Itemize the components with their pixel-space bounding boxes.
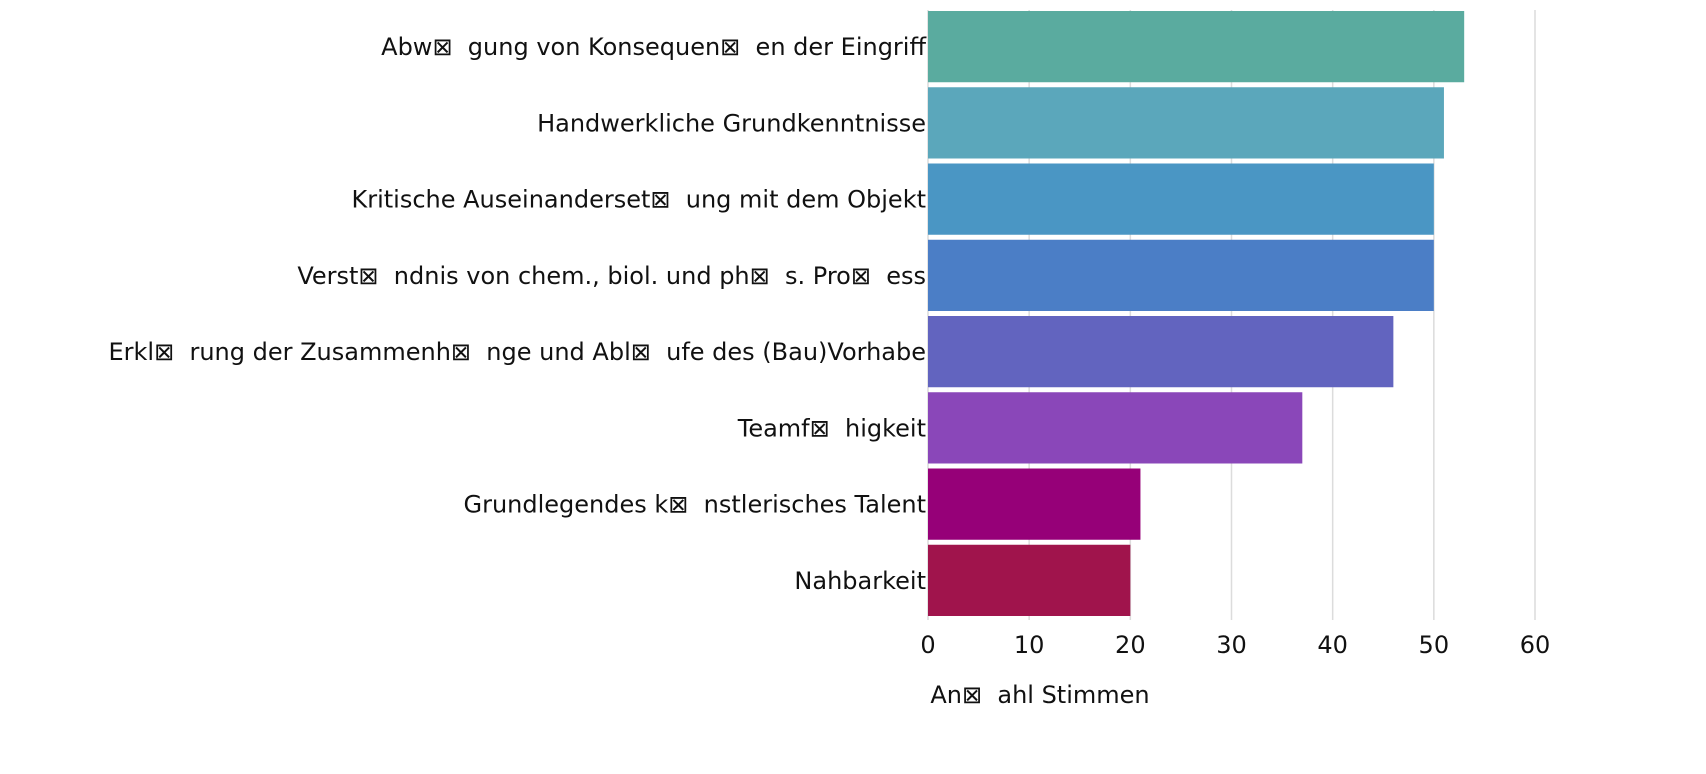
bar — [928, 392, 1303, 464]
category-labels: Abw⊠ gung von Konsequen⊠ en der Eingriff… — [109, 33, 927, 595]
bar — [928, 544, 1131, 616]
y-tick-label: Handwerkliche Grundkenntnisse — [537, 109, 926, 137]
y-tick-label: Kritische Auseinanderset⊠ ung mit dem Ob… — [351, 186, 926, 214]
x-tick-label: 30 — [1216, 631, 1247, 659]
bars — [928, 11, 1465, 616]
y-tick-label: Abw⊠ gung von Konsequen⊠ en der Eingriff — [381, 33, 926, 61]
x-tick-label: 0 — [920, 631, 935, 659]
x-tick-label: 40 — [1317, 631, 1348, 659]
bar — [928, 316, 1394, 388]
x-tick-label: 50 — [1419, 631, 1450, 659]
x-tick-label: 20 — [1115, 631, 1146, 659]
y-tick-label: Erkl⊠ rung der Zusammenh⊠ nge und Abl⊠ u… — [109, 338, 927, 366]
y-tick-label: Verst⊠ ndnis von chem., biol. und ph⊠ s.… — [297, 262, 926, 290]
y-tick-label: Teamf⊠ higkeit — [737, 414, 926, 442]
bar — [928, 11, 1465, 83]
y-tick-label: Grundlegendes k⊠ nstlerisches Talent — [463, 491, 926, 519]
bar — [928, 163, 1434, 235]
bar — [928, 468, 1141, 540]
x-axis-label: An⊠ ahl Stimmen — [930, 681, 1149, 709]
bar — [928, 87, 1444, 159]
x-tick-label: 10 — [1014, 631, 1045, 659]
y-tick-label: Nahbarkeit — [794, 567, 926, 595]
x-tick-label: 60 — [1520, 631, 1551, 659]
bar — [928, 239, 1434, 311]
